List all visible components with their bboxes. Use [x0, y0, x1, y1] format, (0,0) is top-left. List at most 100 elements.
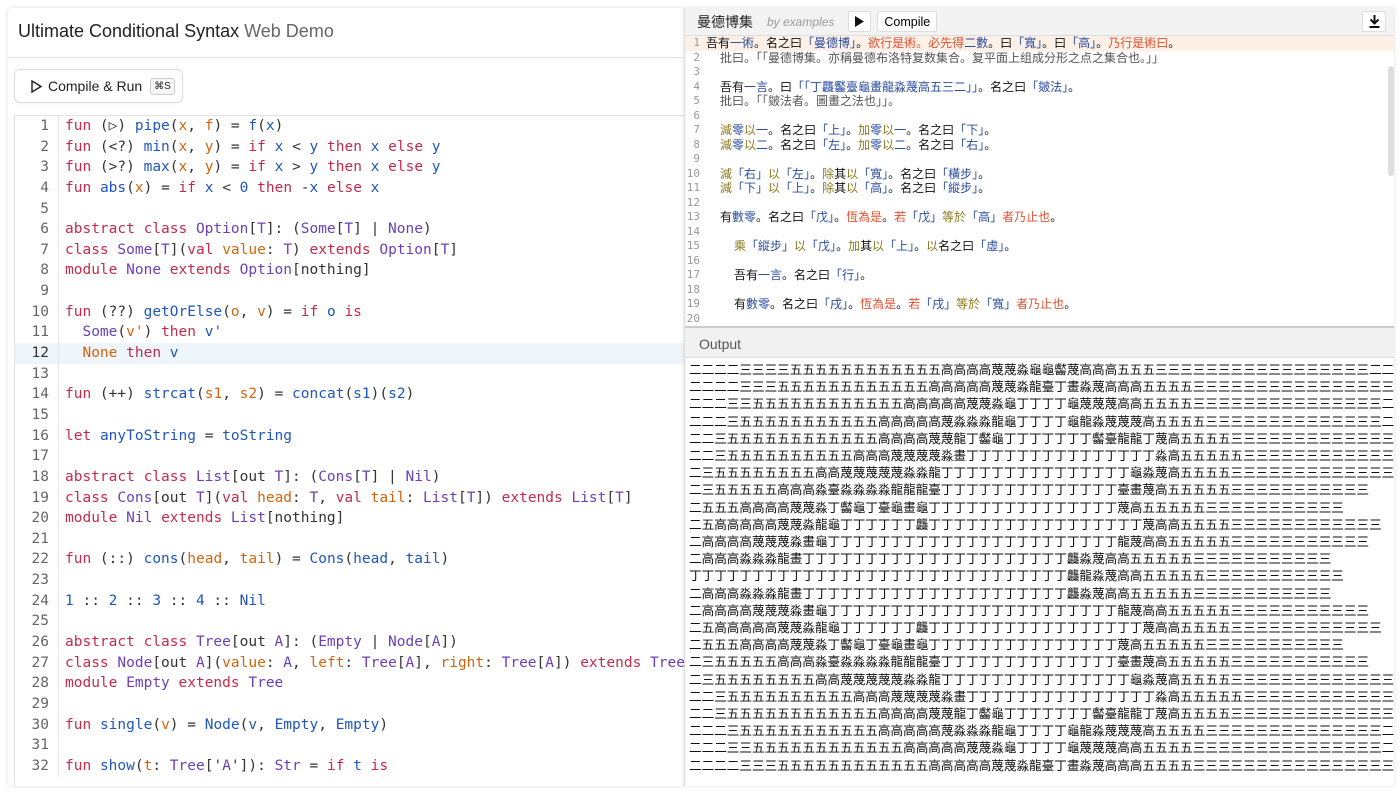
wenyan-line[interactable]: 5 批曰。「「皴法者。圖畫之法也」」。 [685, 94, 1394, 109]
code-line[interactable]: 14 fun (++) strcat(s1, s2) = concat(s1)(s… [15, 384, 684, 405]
code-line[interactable]: 20 module Nil extends List[nothing] [15, 508, 684, 529]
line-number: 28 [15, 673, 59, 694]
code-token: 批曰。「「皴法者。圖畫之法也」」。 [720, 94, 901, 108]
code-line[interactable]: 25 [15, 611, 684, 633]
code-token: x [178, 138, 188, 155]
line-number: 19 [686, 297, 700, 310]
code-line[interactable]: 5 [15, 198, 684, 220]
compile-run-button[interactable]: Compile & Run ⌘S [14, 69, 183, 103]
code-token: - [292, 179, 310, 196]
wenyan-line[interactable]: 14 [685, 225, 1394, 240]
code-line[interactable]: 31 [15, 735, 684, 756]
code-token [65, 324, 82, 340]
code-token: ]( [204, 489, 223, 506]
code-line[interactable]: 24 1 :: 2 :: 3 :: 4 :: Nil [15, 590, 684, 612]
wenyan-line[interactable]: 9 [685, 152, 1394, 167]
wenyan-line[interactable]: 20 [685, 312, 1394, 327]
code-token: ( [178, 551, 188, 568]
code-line[interactable]: 26 abstract class Tree[out A]: (Empty | N… [15, 632, 684, 653]
code-token: A [274, 634, 284, 651]
wenyan-line[interactable]: 7 減零以一。名之曰「上」。加零以一。名之曰「下」。 [685, 123, 1394, 138]
code-token: anyToString [99, 427, 196, 444]
code-token: 「戊」 [804, 210, 835, 224]
code-token: 零 [732, 123, 745, 137]
code-token: 。名之曰 [754, 36, 803, 50]
examples-link[interactable]: by examples [767, 14, 835, 29]
code-line[interactable]: 9 [15, 281, 684, 302]
code-line[interactable]: 2 fun (<?) min(x, y) = if x < y then x el… [15, 136, 684, 158]
code-token: 。名之曰 [906, 123, 955, 137]
code-line[interactable]: 27 class Node[out A](value: A, left: Tree… [15, 652, 684, 674]
code-token: 。名之曰 [782, 268, 831, 282]
code-line[interactable]: 29 [15, 693, 684, 715]
wenyan-line[interactable]: 13 有數零。名之曰「戊」。恆為是。若「戊」等於「高」者乃止也。 [685, 210, 1394, 225]
code-token: x [196, 179, 223, 196]
code-line[interactable]: 21 [15, 528, 684, 550]
code-line[interactable]: 19 class Cons[out T](val head: T, val tai… [15, 487, 684, 509]
code-line[interactable]: 22 fun (::) cons(head, tail) = Cons(head,… [15, 549, 684, 571]
code-token: Some [117, 241, 153, 258]
app-title: Ultimate Conditional Syntax [18, 21, 240, 41]
wenyan-line[interactable]: 11 減「下」以「上」。除其以「高」。名之曰「縱步」。 [685, 181, 1394, 196]
wenyan-line[interactable]: 6 [685, 109, 1394, 124]
code-line[interactable]: 28 module Empty extends Tree [15, 673, 684, 694]
wenyan-line[interactable]: 12 [685, 196, 1394, 211]
code-token: value [222, 654, 266, 671]
code-line[interactable]: 11 Some(v') then v' [15, 322, 684, 344]
code-line[interactable]: 7 class Some[T](val value: T) extends Opt… [15, 239, 684, 261]
wenyan-line[interactable]: 16 [685, 254, 1394, 269]
code-line[interactable]: 4 fun abs(x) = if x < 0 then -x else x [15, 177, 684, 199]
code-line[interactable]: 32 fun show(t: Tree['A']): Str = if t is [15, 755, 684, 777]
wenyan-code-editor[interactable]: 1 吾有一術。名之曰「曼德博」。欲行是術。必先得二數。曰「寬」。曰「高」。乃行是術… [685, 36, 1394, 328]
code-token: ]: ( [283, 634, 319, 651]
wenyan-line[interactable]: 15 乘「縱步」以「戊」。加其以「上」。以名之曰「虛」。 [685, 239, 1394, 254]
wenyan-line[interactable]: 2 批曰。「「曼德博集。亦稱曼德布洛特复数集合。复平面上组成分形之点之集合也。」」 [685, 51, 1394, 66]
code-line[interactable]: 16 let anyToString = toString [15, 425, 684, 447]
code-token: ( [169, 118, 179, 134]
wenyan-line[interactable]: 19 有數零。名之曰「戌」。恆為是。若「戌」等於「寬」者乃止也。 [685, 297, 1394, 312]
code-line[interactable]: 18 abstract class List[out T]: (Cons[T] |… [15, 466, 684, 488]
code-token: : [292, 489, 310, 506]
code-line[interactable]: 12 None then v [15, 343, 684, 364]
code-token: ( [152, 716, 162, 733]
code-text: 吾有一術。名之曰「曼德博」。欲行是術。必先得二數。曰「寬」。曰「高」。乃行是術曰… [703, 36, 1180, 51]
code-token: extends [580, 654, 642, 671]
scrollbar[interactable] [1388, 66, 1394, 176]
line-number: 5 [693, 94, 700, 107]
code-line[interactable]: 15 [15, 404, 684, 426]
code-token: 「高」 [966, 210, 1003, 224]
code-token: strcat [143, 386, 196, 403]
code-token: 零 [870, 123, 883, 137]
code-text [59, 446, 65, 467]
code-token [91, 428, 100, 444]
compile-button[interactable]: Compile [877, 11, 938, 32]
code-token: 。 [860, 268, 873, 282]
code-token: ]) [554, 654, 581, 671]
wenyan-line[interactable]: 8 減零以二。名之曰「左」。加零以二。名之曰「右」。 [685, 138, 1394, 153]
wenyan-line[interactable]: 3 [685, 65, 1394, 80]
code-line[interactable]: 30 fun single(v) = Node(v, Empty, Empty) [15, 714, 684, 736]
code-editor[interactable]: 1 fun (▷) pipe(x, f) = f(x) 2 fun (<?) min(… [14, 115, 684, 786]
run-button[interactable] [848, 11, 872, 32]
code-line[interactable]: 23 [15, 570, 684, 591]
code-line[interactable]: 17 [15, 446, 684, 467]
code-line[interactable]: 10 fun (??) getOrElse(o, v) = if o is [15, 301, 684, 323]
wenyan-line[interactable]: 18 [685, 283, 1394, 298]
download-button[interactable] [1362, 11, 1386, 32]
code-token: ] [623, 489, 633, 506]
output-line: 二高高高淼淼淼龍畫丁丁丁丁丁丁丁丁丁丁丁丁丁丁丁丁丁丁丁丁丁龘淼蔑高高五五五五五… [689, 586, 1332, 601]
code-line[interactable]: 13 [15, 363, 684, 385]
wenyan-line[interactable]: 4 吾有一言。曰「「丁龘齾臺龜畫龍淼蔑高五三二」」。名之曰「皴法」。 [685, 80, 1394, 95]
wenyan-line[interactable]: 1 吾有一術。名之曰「曼德博」。欲行是術。必先得二數。曰「寬」。曰「高」。乃行是術… [685, 36, 1394, 51]
code-line[interactable]: 8 module None extends Option[nothing] [15, 260, 684, 282]
code-line[interactable]: 3 fun (>?) max(x, y) = if x > y then x el… [15, 157, 684, 178]
wenyan-line[interactable]: 10 減「右」以「左」。除其以「寬」。名之曰「橫步」。 [685, 167, 1394, 182]
code-token: , [187, 118, 205, 134]
code-token: then [327, 138, 362, 155]
wenyan-line[interactable]: 17 吾有一言。名之曰「行」。 [685, 268, 1394, 283]
code-line[interactable]: 1 fun (▷) pipe(x, f) = f(x) [15, 116, 684, 137]
code-line[interactable]: 6 abstract class Option[T]: (Some[T] | No… [15, 219, 684, 240]
line-number: 23 [15, 570, 59, 591]
code-token: Nil [239, 592, 266, 609]
code-token: 「下」 [732, 181, 769, 195]
